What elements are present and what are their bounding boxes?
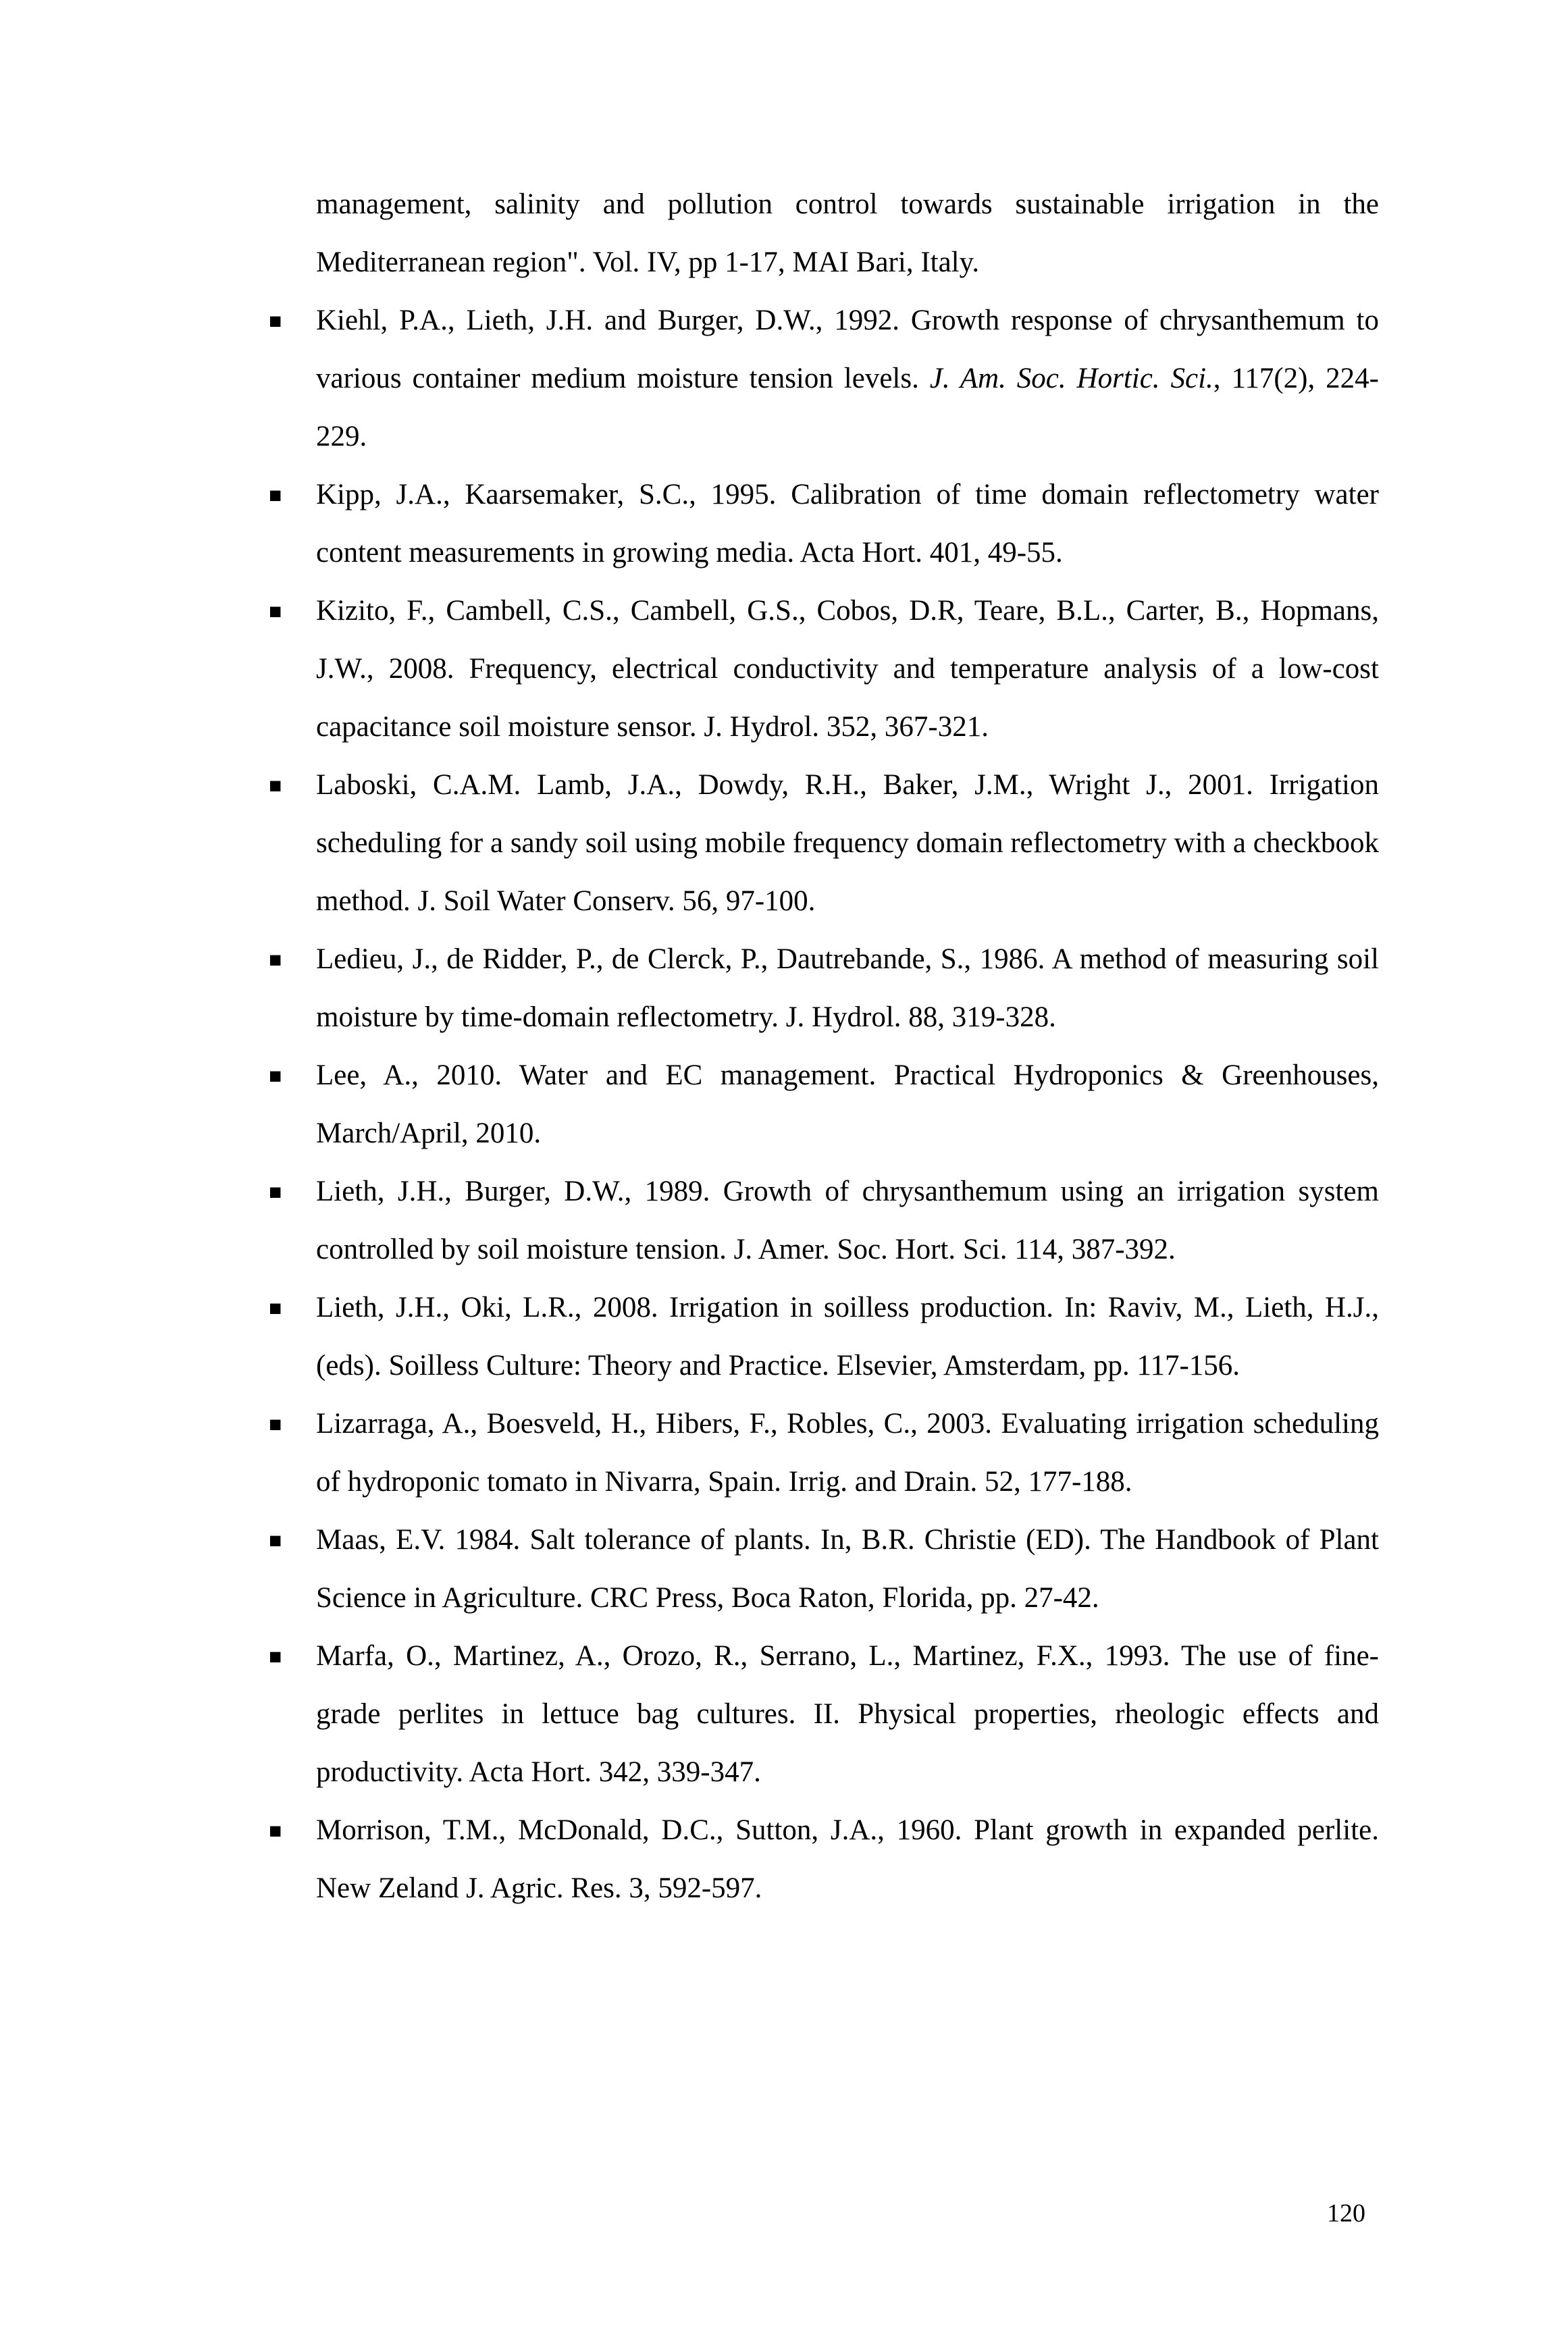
- reference-text: Kipp, J.A., Kaarsemaker, S.C., 1995. Cal…: [316, 479, 1379, 569]
- reference-item: Maas, E.V. 1984. Salt tolerance of plant…: [263, 1511, 1379, 1627]
- reference-text: Marfa, O., Martinez, A., Orozo, R., Serr…: [316, 1640, 1379, 1788]
- reference-item: Marfa, O., Martinez, A., Orozo, R., Serr…: [263, 1627, 1379, 1801]
- references-list: Kiehl, P.A., Lieth, J.H. and Burger, D.W…: [263, 292, 1379, 1918]
- reference-item: Kizito, F., Cambell, C.S., Cambell, G.S.…: [263, 582, 1379, 756]
- continuation-paragraph: management, salinity and pollution contr…: [263, 176, 1379, 292]
- reference-text: Laboski, C.A.M. Lamb, J.A., Dowdy, R.H.,…: [316, 769, 1379, 917]
- page-number: 120: [1327, 2199, 1365, 2228]
- reference-item: Morrison, T.M., McDonald, D.C., Sutton, …: [263, 1801, 1379, 1918]
- reference-text: Maas, E.V. 1984. Salt tolerance of plant…: [316, 1524, 1379, 1614]
- reference-italic: J. Am. Soc. Hortic. Sci.: [930, 363, 1213, 394]
- reference-text: Kizito, F., Cambell, C.S., Cambell, G.S.…: [316, 595, 1379, 743]
- reference-text: Lizarraga, A., Boesveld, H., Hibers, F.,…: [316, 1408, 1379, 1498]
- reference-item: Lieth, J.H., Oki, L.R., 2008. Irrigation…: [263, 1279, 1379, 1395]
- reference-item: Lee, A., 2010. Water and EC management. …: [263, 1047, 1379, 1163]
- reference-text: Lieth, J.H., Oki, L.R., 2008. Irrigation…: [316, 1292, 1379, 1381]
- reference-item: Lizarraga, A., Boesveld, H., Hibers, F.,…: [263, 1395, 1379, 1511]
- reference-text: Lee, A., 2010. Water and EC management. …: [316, 1059, 1379, 1149]
- reference-text: Lieth, J.H., Burger, D.W., 1989. Growth …: [316, 1176, 1379, 1265]
- reference-item: Laboski, C.A.M. Lamb, J.A., Dowdy, R.H.,…: [263, 756, 1379, 930]
- references-content: management, salinity and pollution contr…: [263, 176, 1379, 1918]
- reference-item: Kiehl, P.A., Lieth, J.H. and Burger, D.W…: [263, 292, 1379, 466]
- reference-item: Lieth, J.H., Burger, D.W., 1989. Growth …: [263, 1163, 1379, 1279]
- reference-item: Ledieu, J., de Ridder, P., de Clerck, P.…: [263, 930, 1379, 1047]
- reference-text: Morrison, T.M., McDonald, D.C., Sutton, …: [316, 1814, 1379, 1904]
- reference-text: Ledieu, J., de Ridder, P., de Clerck, P.…: [316, 943, 1379, 1033]
- reference-item: Kipp, J.A., Kaarsemaker, S.C., 1995. Cal…: [263, 466, 1379, 582]
